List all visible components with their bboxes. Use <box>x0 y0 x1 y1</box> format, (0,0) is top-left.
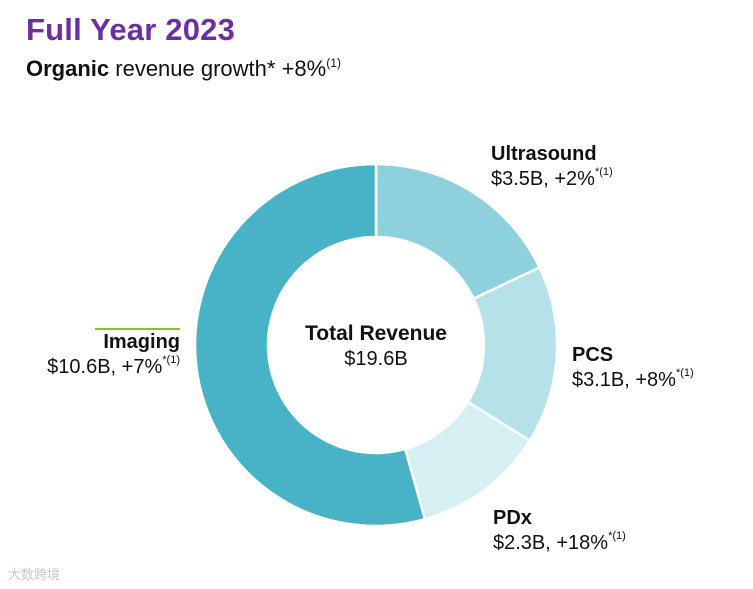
subtitle-bold: Organic <box>26 56 110 81</box>
label-imaging-name: Imaging <box>103 331 180 353</box>
label-ultrasound-name: Ultrasound <box>491 143 597 165</box>
chart-title: Full Year 2023 <box>26 12 236 47</box>
label-ultrasound-value: $3.5B, +2%*(1) <box>491 166 613 191</box>
label-pdx: PDx $2.3B, +18%*(1) <box>493 506 626 556</box>
label-ultrasound: Ultrasound $3.5B, +2%*(1) <box>491 142 613 192</box>
center-title: Total Revenue <box>305 322 447 345</box>
label-pdx-value: $2.3B, +18%*(1) <box>493 530 626 555</box>
imaging-label-accent <box>95 328 180 330</box>
label-pcs-value: $3.1B, +8%*(1) <box>572 367 694 392</box>
label-imaging-value: $10.6B, +7%*(1) <box>47 354 180 379</box>
subtitle-footnote: (1) <box>326 55 341 70</box>
watermark: 大数跨境 <box>8 567 61 582</box>
label-pdx-name: PDx <box>493 507 532 529</box>
chart-subtitle: Organic revenue growth* +8%(1) <box>26 56 341 82</box>
label-imaging: Imaging $10.6B, +7%*(1) <box>47 330 180 380</box>
donut-slice-imaging <box>193 162 427 528</box>
label-pcs: PCS $3.1B, +8%*(1) <box>572 343 694 393</box>
subtitle-text: revenue growth* +8% <box>109 56 327 81</box>
center-value: $19.6B <box>344 348 408 370</box>
label-pcs-name: PCS <box>572 344 614 366</box>
